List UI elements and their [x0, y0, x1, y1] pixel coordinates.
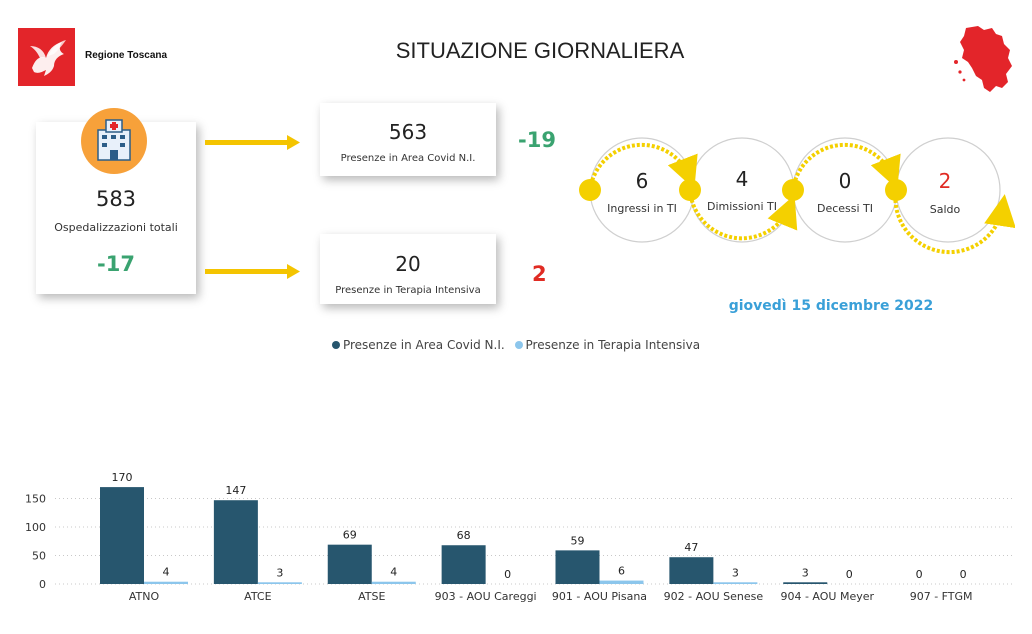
covid-area-delta: -19 [518, 128, 556, 152]
chart-legend: Presenze in Area Covid N.I. Presenze in … [0, 338, 1032, 352]
intensive-care-value: 20 [395, 252, 421, 276]
bar-data-label: 0 [846, 568, 853, 581]
bar-covid [441, 545, 486, 584]
bar-data-label: 3 [276, 566, 283, 579]
legend-dot [514, 341, 523, 349]
flow-label: Decessi TI [817, 202, 873, 215]
bar-data-label: 147 [225, 484, 246, 497]
bar-data-label: 0 [504, 568, 511, 581]
bar-covid [100, 487, 144, 584]
x-category-label: 904 - AOU Meyer [780, 590, 874, 603]
bar-ti [713, 582, 758, 584]
bar-data-label: 59 [571, 534, 585, 547]
covid-area-value: 563 [388, 120, 428, 144]
x-category-label: ATNO [129, 590, 160, 603]
arrow-right-icon [205, 261, 301, 283]
flow-value-saldo: 2 [939, 169, 952, 193]
pegasus-icon [30, 40, 66, 76]
bar-data-label: 3 [732, 566, 739, 579]
bar-ti [257, 582, 302, 584]
bar-covid [213, 500, 258, 584]
y-tick-label: 100 [25, 521, 46, 534]
flow-node [885, 179, 907, 201]
legend-label: Presenze in Terapia Intensiva [525, 338, 701, 352]
total-hospitalizations-label: Ospedalizzazioni totali [54, 221, 178, 234]
x-category-label: ATSE [358, 590, 385, 603]
page-title: SITUAZIONE GIORNALIERA [395, 38, 685, 63]
bar-ti [371, 581, 416, 584]
legend-item[interactable]: Presenze in Terapia Intensiva [514, 338, 701, 352]
bar-data-label: 0 [960, 568, 967, 581]
arrow-right-icon [205, 132, 301, 154]
y-tick-label: 150 [25, 493, 46, 506]
bar-data-label: 170 [112, 471, 133, 484]
intensive-care-card [320, 234, 496, 304]
bar-data-label: 4 [163, 566, 170, 579]
flow-arc [688, 189, 798, 241]
covid-area-card [320, 103, 496, 176]
flow-value: 0 [839, 169, 852, 193]
region-name: Regione Toscana [85, 50, 168, 61]
bar-covid [783, 582, 828, 584]
bar-data-label: 0 [916, 568, 923, 581]
bar-data-label: 6 [618, 565, 625, 578]
bar-ti [599, 580, 644, 584]
region-logo [18, 28, 75, 86]
covid-area-label: Presenze in Area Covid N.I. [340, 153, 476, 164]
flow-label: Ingressi in TI [607, 202, 677, 215]
bar-covid [327, 544, 372, 584]
bar-covid [669, 557, 714, 584]
intensive-care-delta: 2 [532, 262, 547, 286]
bar-data-label: 69 [343, 529, 357, 542]
legend-label: Presenze in Area Covid N.I. [342, 338, 505, 352]
x-category-label: 907 - FTGM [910, 590, 973, 603]
x-category-label: 902 - AOU Senese [664, 590, 764, 603]
flow-node [579, 179, 601, 201]
bar-data-label: 47 [684, 541, 698, 554]
total-hospitalizations-value: 583 [95, 187, 137, 211]
icu-flow-diagram: 6 Ingressi in TI 4 Dimissioni TI 0 Deces… [579, 137, 1015, 255]
legend-item[interactable]: Presenze in Area Covid N.I. [331, 338, 509, 352]
y-tick-label: 50 [32, 550, 46, 563]
bar-data-label: 68 [457, 529, 471, 542]
report-date: giovedì 15 dicembre 2022 [728, 298, 934, 314]
bar-data-label: 4 [390, 566, 397, 579]
flow-label: Saldo [930, 203, 961, 216]
hospital-icon [81, 108, 147, 174]
intensive-care-label: Presenze in Terapia Intensiva [335, 285, 481, 296]
legend-dot [331, 341, 340, 349]
total-hospitalizations-delta: -17 [97, 252, 135, 276]
x-category-label: ATCE [244, 590, 271, 603]
tuscany-map-icon [952, 22, 1014, 94]
bar-data-label: 3 [802, 566, 809, 579]
flow-value: 6 [636, 169, 649, 193]
bar-ti [144, 581, 188, 584]
flow-label: Dimissioni TI [707, 200, 777, 213]
bar-covid [555, 550, 600, 584]
flow-value: 4 [736, 167, 749, 191]
y-tick-label: 0 [39, 578, 46, 591]
x-category-label: 903 - AOU Careggi [435, 590, 537, 603]
flow-node [782, 179, 804, 201]
flow-node [679, 179, 701, 201]
flow-arc [893, 189, 1015, 255]
x-category-label: 901 - AOU Pisana [552, 590, 647, 603]
